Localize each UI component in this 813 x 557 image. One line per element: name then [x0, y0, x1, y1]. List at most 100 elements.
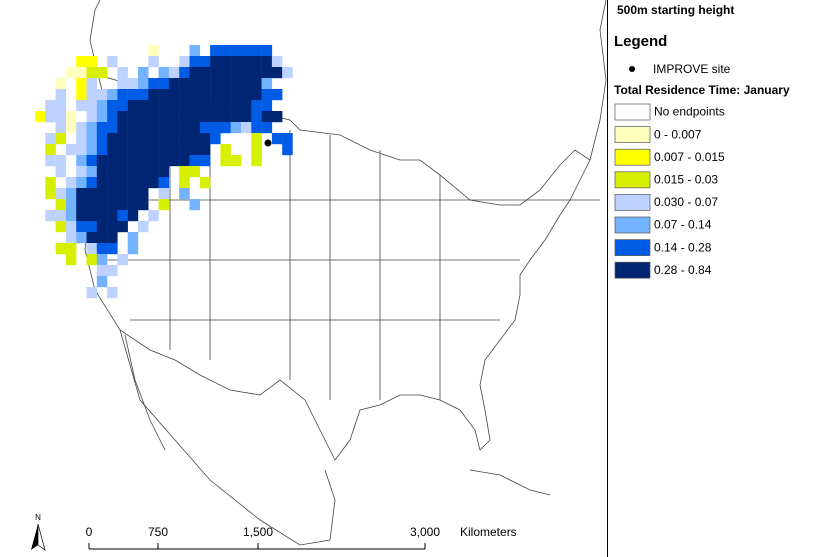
grid-cell — [261, 67, 273, 79]
grid-cell — [189, 100, 200, 112]
grid-cell — [107, 243, 118, 255]
grid-cell — [55, 89, 67, 101]
grid-cell — [96, 199, 108, 211]
grid-cell — [148, 45, 159, 57]
grid-cell — [179, 155, 190, 167]
grid-cell — [282, 67, 293, 79]
map-title: 500m starting height — [617, 3, 734, 17]
grid-cell — [55, 243, 67, 255]
grid-cell — [86, 166, 97, 178]
grid-cell — [65, 177, 77, 189]
grid-cell — [127, 155, 139, 167]
grid-cell — [86, 177, 97, 189]
canada-east — [589, 0, 607, 161]
grid-cell — [158, 111, 170, 123]
grid-cell — [230, 122, 242, 134]
grid-cell — [271, 89, 283, 101]
grid-cell — [189, 122, 200, 134]
grid-cell — [65, 188, 77, 200]
grid-cell — [76, 232, 87, 244]
grid-cell — [179, 100, 190, 112]
grid-cell — [220, 56, 231, 68]
grid-cell — [127, 89, 139, 101]
grid-cell — [107, 199, 118, 211]
grid-cell — [158, 78, 170, 90]
grid-cell — [65, 144, 77, 156]
grid-cell — [138, 144, 149, 156]
grid-cell — [251, 155, 262, 167]
grid-cell — [241, 78, 252, 90]
grid-cell — [76, 56, 87, 68]
grid-cell — [86, 254, 97, 266]
grid-cell — [45, 210, 56, 222]
scale-label: 3,000 — [410, 525, 440, 539]
grid-cell — [138, 221, 149, 233]
grid-cell — [76, 177, 87, 189]
grid-cell — [220, 67, 231, 79]
north-arrow — [37, 523, 46, 551]
grid-cell — [107, 100, 118, 112]
grid-cell — [117, 100, 128, 112]
grid-cell — [158, 155, 170, 167]
grid-cell — [76, 221, 87, 233]
grid-cell — [86, 232, 97, 244]
grid-cell — [220, 100, 231, 112]
grid-cell — [117, 67, 128, 79]
grid-cell — [189, 166, 200, 178]
grid-cell — [65, 67, 77, 79]
grid-cell — [220, 122, 231, 134]
grid-cell — [96, 122, 108, 134]
grid-cell — [199, 89, 211, 101]
grid-cell — [251, 56, 262, 68]
grid-cell — [199, 56, 211, 68]
grid-cell — [117, 166, 128, 178]
grid-cell — [107, 221, 118, 233]
grid-cell — [230, 78, 242, 90]
grid-cell — [148, 111, 159, 123]
grid-cell — [96, 89, 108, 101]
grid-cell — [199, 155, 211, 167]
legend-label: 0.030 - 0.07 — [654, 195, 718, 209]
grid-cell — [241, 56, 252, 68]
grid-cell — [117, 254, 128, 266]
mexico-coast — [119, 329, 336, 546]
grid-cell — [45, 111, 56, 123]
scale-bar: 0 750 1,500 3,000 Kilometers — [86, 525, 517, 550]
grid-cell — [148, 166, 159, 178]
grid-cell — [271, 67, 283, 79]
grid-cell — [65, 210, 77, 222]
grid-cell — [210, 56, 221, 68]
grid-cell — [189, 45, 200, 57]
grid-cell — [76, 133, 87, 145]
grid-cell — [96, 276, 108, 288]
grid-cell — [168, 67, 180, 79]
grid-cell — [168, 100, 180, 112]
grid-cell — [76, 210, 87, 222]
grid-cell — [251, 45, 262, 57]
grid-cell — [86, 67, 97, 79]
residence-grid — [35, 45, 293, 299]
legend-label: 0.28 - 0.84 — [654, 263, 712, 277]
grid-cell — [189, 144, 200, 156]
grid-cell — [35, 111, 46, 123]
grid-cell — [65, 111, 77, 123]
grid-cell — [241, 111, 252, 123]
grid-cell — [127, 78, 139, 90]
grid-cell — [210, 89, 221, 101]
grid-cell — [241, 89, 252, 101]
grid-cell — [230, 100, 242, 112]
grid-cell — [45, 133, 56, 145]
grid-cell — [96, 155, 108, 167]
grid-cell — [168, 111, 180, 123]
grid-cell — [127, 232, 139, 244]
grid-cell — [96, 254, 108, 266]
scale-label: 0 — [86, 525, 93, 539]
grid-cell — [55, 122, 67, 134]
grid-cell — [107, 155, 118, 167]
grid-cell — [148, 144, 159, 156]
grid-cell — [138, 188, 149, 200]
legend-swatch — [614, 194, 651, 211]
grid-cell — [179, 56, 190, 68]
grid-cell — [179, 111, 190, 123]
grid-cell — [65, 199, 77, 211]
